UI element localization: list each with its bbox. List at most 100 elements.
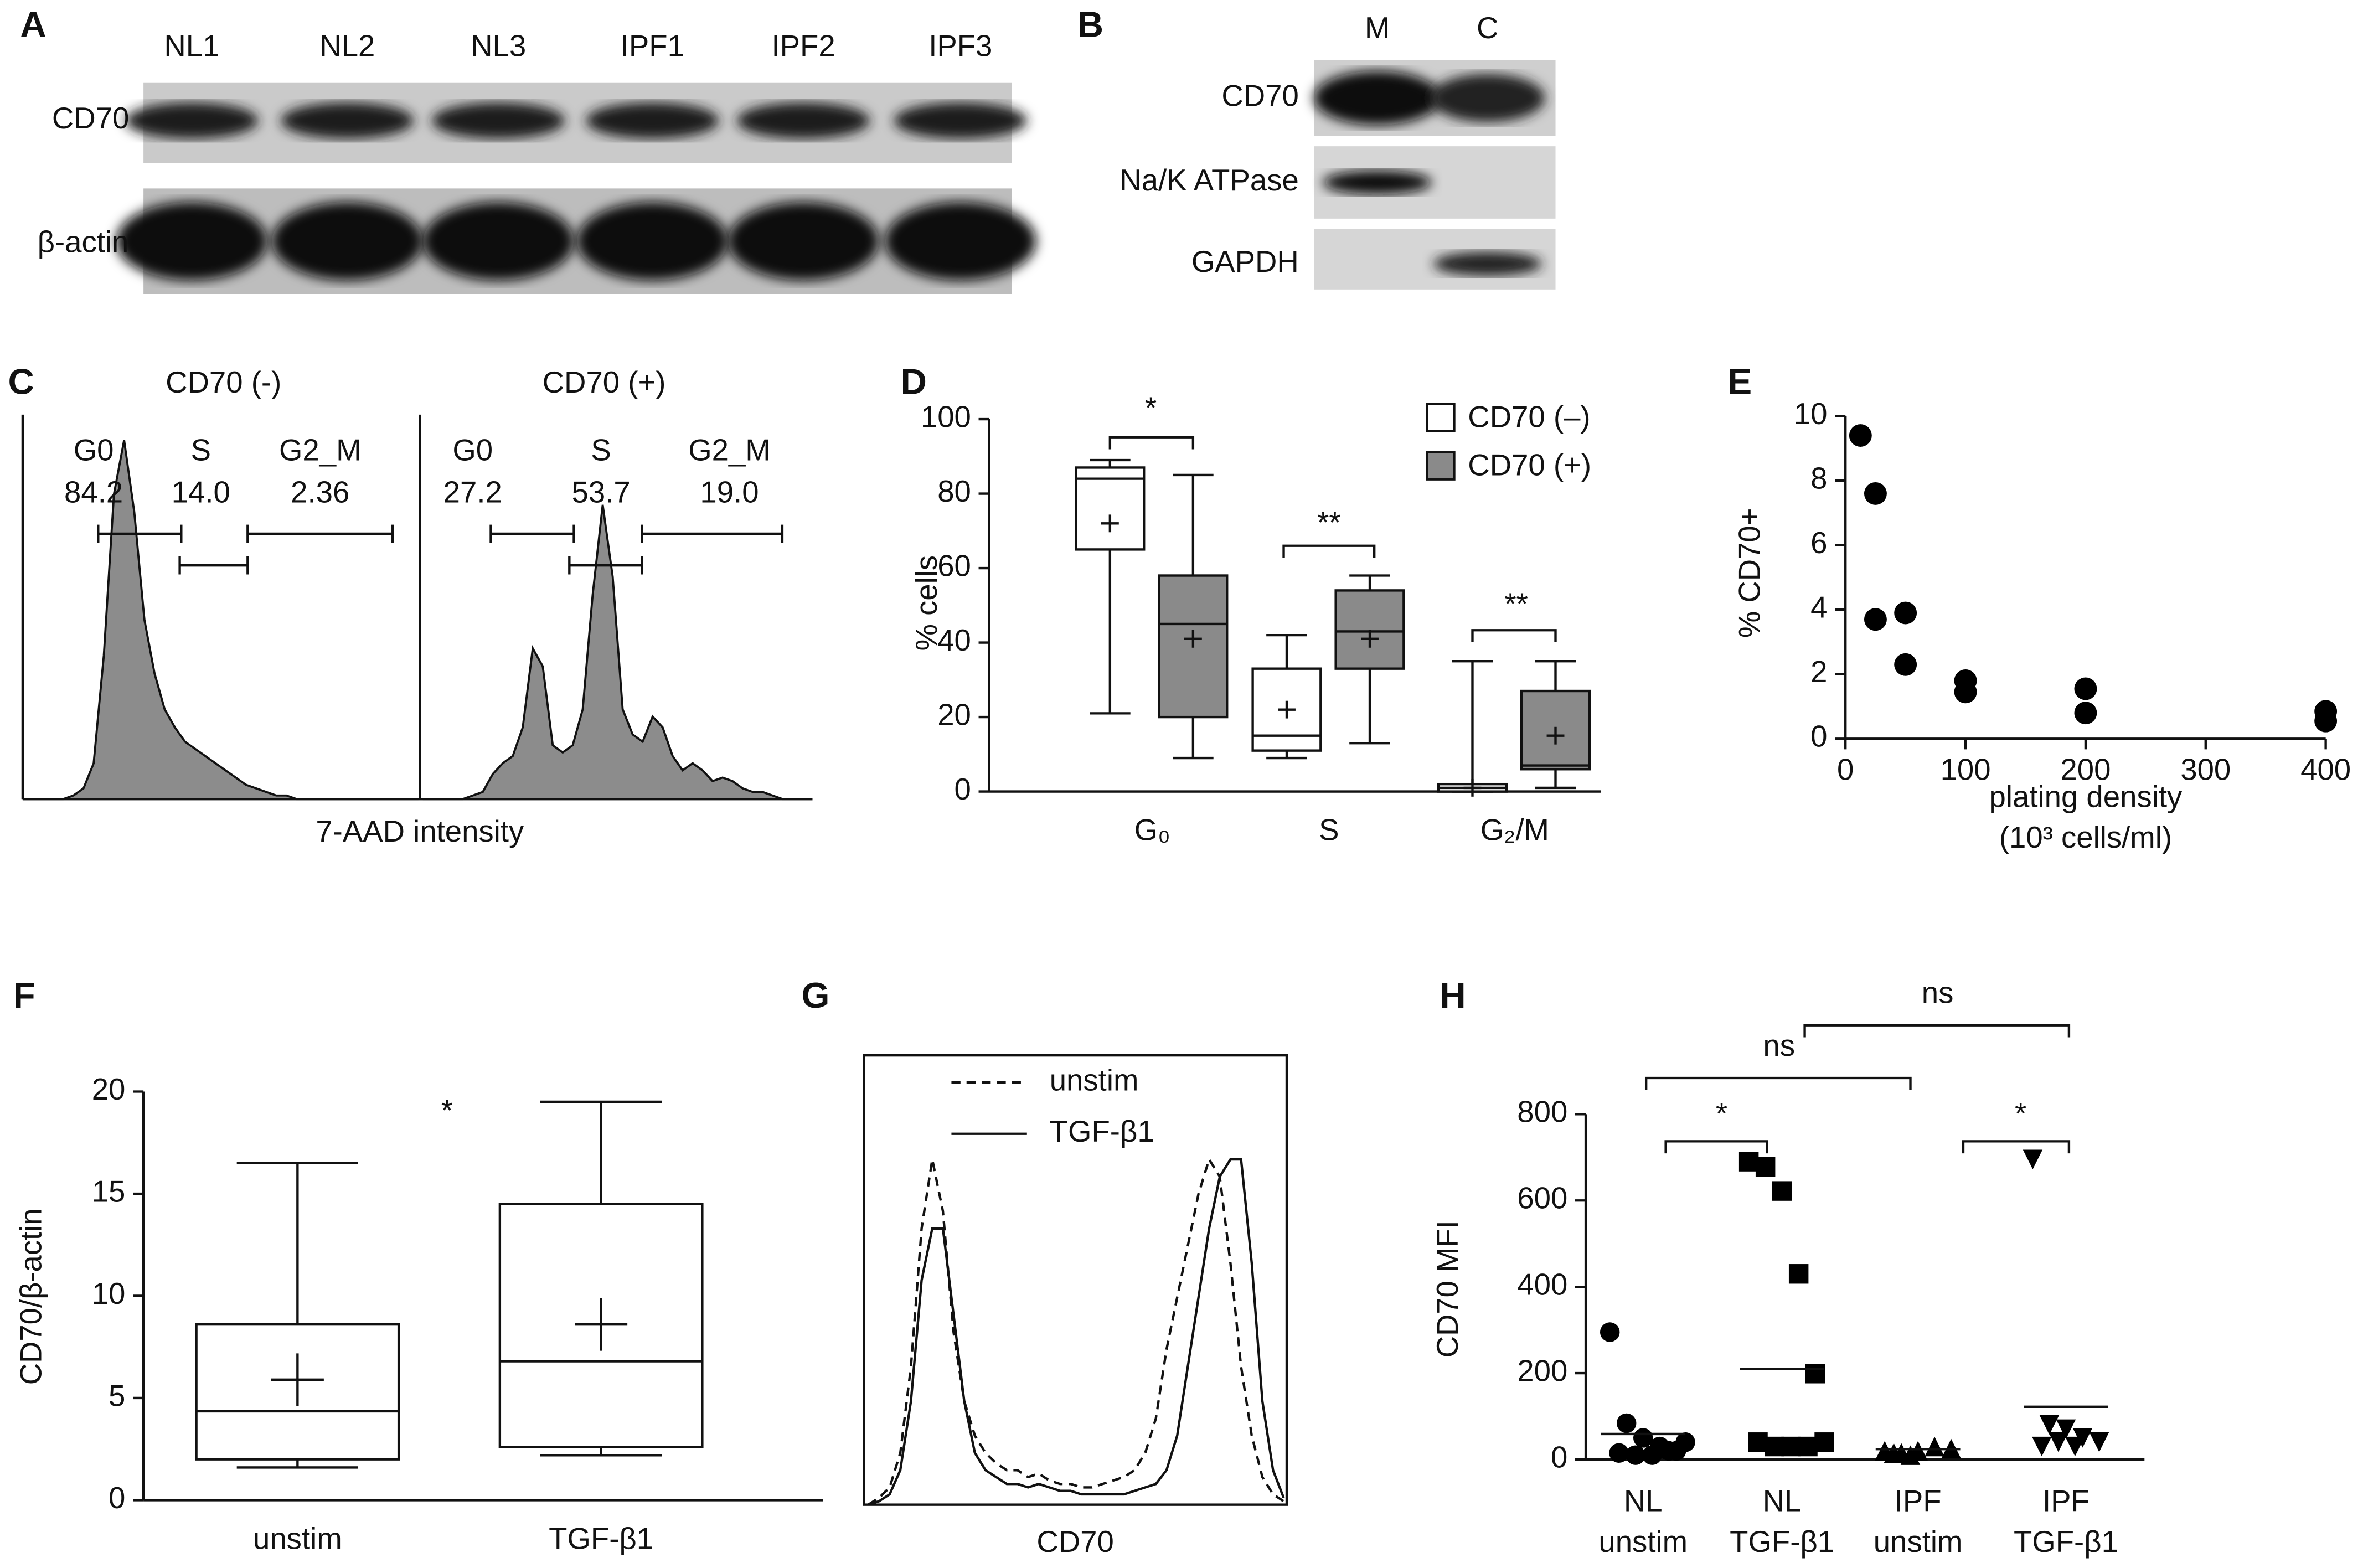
blot-band xyxy=(894,102,1027,139)
y-tick-label: 10 xyxy=(92,1277,126,1311)
lane-label: IPF3 xyxy=(928,29,992,63)
gate-value: 19.0 xyxy=(700,476,759,509)
legend-label: CD70 (+) xyxy=(1468,448,1591,482)
blot-strip xyxy=(143,82,1012,163)
lane-label: NL3 xyxy=(471,29,526,63)
point xyxy=(1755,1157,1776,1177)
point xyxy=(2056,1419,2076,1440)
gate-value: 84.2 xyxy=(64,476,123,509)
x-tick-label: IPF xyxy=(1895,1484,1942,1518)
point xyxy=(2074,677,2097,700)
y-tick-label: 40 xyxy=(937,623,971,657)
y-tick-label: 2 xyxy=(1810,655,1827,689)
blot-row-label: CD70 xyxy=(52,101,129,135)
point xyxy=(1781,1436,1801,1457)
box xyxy=(1075,466,1146,551)
y-axis-label: % cells xyxy=(910,555,943,651)
x-tick-label: TGF-β1 xyxy=(549,1521,653,1555)
blot-row-label: β-actin xyxy=(38,225,129,259)
panel-letter: D xyxy=(901,362,927,402)
y-tick-label: 60 xyxy=(937,549,971,582)
point xyxy=(1659,1441,1679,1461)
significance-bracket xyxy=(1803,1024,2071,1038)
x-tick-label: NL xyxy=(1624,1484,1663,1518)
x-tick-label: 300 xyxy=(2180,753,2231,787)
y-tick-label: 20 xyxy=(937,698,971,732)
panel-letter: E xyxy=(1727,362,1752,402)
y-tick-label: 20 xyxy=(92,1072,126,1106)
x-tick-label: IPF xyxy=(2042,1484,2090,1518)
significance-bracket xyxy=(1471,629,1557,643)
density-curve xyxy=(868,1158,1285,1506)
point xyxy=(1609,1443,1629,1463)
point xyxy=(1633,1428,1653,1448)
x-tick-label: G₀ xyxy=(1134,813,1170,847)
blot-band xyxy=(728,202,879,281)
x-tick-label: 0 xyxy=(1837,753,1854,787)
blot-band xyxy=(432,102,565,139)
point xyxy=(2089,1432,2109,1452)
y-tick-label: 0 xyxy=(955,772,971,806)
lane-label: C xyxy=(1477,11,1498,45)
point xyxy=(1805,1364,1825,1384)
x-tick-label: TGF-β1 xyxy=(1730,1525,1834,1559)
x-tick-label: S xyxy=(1319,813,1339,847)
y-tick-label: 6 xyxy=(1810,526,1827,560)
point xyxy=(1616,1413,1637,1433)
gate-name: G2_M xyxy=(688,433,771,467)
x-axis-label: 7-AAD intensity xyxy=(316,814,524,848)
x-axis-label: CD70 xyxy=(1036,1525,1113,1559)
y-tick-label: 0 xyxy=(1551,1440,1567,1474)
gate-name: G0 xyxy=(74,433,114,467)
blot-band xyxy=(271,202,423,281)
point xyxy=(1894,653,1917,676)
histogram-title: CD70 (-) xyxy=(166,365,281,399)
box xyxy=(1334,589,1405,670)
y-tick-label: 100 xyxy=(921,400,971,434)
y-tick-label: 600 xyxy=(1517,1182,1567,1215)
gate-value: 53.7 xyxy=(572,476,631,509)
point xyxy=(1798,1436,1818,1457)
lane-label: IPF2 xyxy=(772,29,835,63)
x-axis-label: plating density xyxy=(1989,780,2183,814)
x-tick-label: 100 xyxy=(1941,753,1991,787)
x-tick-label: 400 xyxy=(2300,753,2351,787)
y-tick-label: 10 xyxy=(1794,397,1828,431)
significance-label: ns xyxy=(1763,1029,1795,1062)
gate-name: G2_M xyxy=(279,433,362,467)
x-tick-label: unstim xyxy=(1874,1525,1963,1559)
lane-label: NL2 xyxy=(319,29,375,63)
significance-label: * xyxy=(1716,1096,1727,1130)
point xyxy=(1814,1432,1834,1452)
point xyxy=(1954,680,1977,704)
significance-label: ns xyxy=(1922,976,1954,1010)
panel-letter: H xyxy=(1440,975,1466,1015)
point xyxy=(1849,424,1872,447)
point xyxy=(2049,1432,2068,1452)
density-curve xyxy=(868,1156,1284,1506)
legend-label: TGF-β1 xyxy=(1050,1115,1154,1148)
panel-letter: F xyxy=(13,975,35,1015)
point xyxy=(1925,1436,1944,1457)
point xyxy=(1675,1432,1695,1452)
point xyxy=(1894,601,1917,625)
y-tick-label: 4 xyxy=(1810,591,1827,625)
point xyxy=(2023,1149,2043,1169)
lane-label: NL1 xyxy=(164,29,219,63)
legend-swatch xyxy=(1426,451,1456,481)
histogram-title: CD70 (+) xyxy=(543,365,666,399)
gate-value: 2.36 xyxy=(291,476,349,509)
point xyxy=(2032,1436,2052,1457)
panel-letter: A xyxy=(20,4,46,44)
point xyxy=(1600,1322,1620,1342)
y-tick-label: 200 xyxy=(1517,1354,1567,1388)
point xyxy=(1626,1445,1645,1465)
x-tick-label: TGF-β1 xyxy=(2014,1525,2118,1559)
y-tick-label: 800 xyxy=(1517,1095,1567,1129)
significance-label: ** xyxy=(1504,587,1528,621)
point xyxy=(2074,702,2097,725)
point xyxy=(1738,1152,1759,1172)
y-axis-label: % CD70+ xyxy=(1732,508,1766,638)
lane-label: M xyxy=(1365,11,1390,45)
